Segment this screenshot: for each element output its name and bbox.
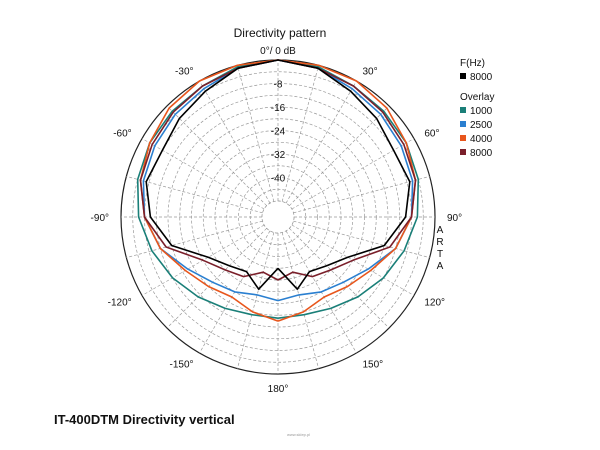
grid-spoke — [166, 105, 267, 206]
angle-label: 0°/ 0 dB — [260, 46, 296, 57]
grid-spoke — [281, 65, 319, 202]
side-label-letter: R — [436, 237, 443, 248]
radial-tick-label: -16 — [271, 103, 286, 114]
angle-label: 60° — [424, 129, 439, 140]
grid-spoke — [199, 80, 271, 204]
figure-caption: IT-400DTM Directivity vertical — [54, 412, 235, 427]
angle-label: -120° — [108, 298, 132, 309]
watermark-text: www.sklep.pl — [287, 432, 311, 437]
radial-tick-label: -8 — [274, 80, 283, 91]
grid-spoke — [291, 138, 415, 210]
legend-item-label: 1000 — [470, 106, 493, 117]
grid-spoke — [126, 220, 263, 258]
angle-labels: 0°/ 0 dB30°60°90°120°150°180°-150°-120°-… — [91, 46, 463, 395]
radial-tick-label: -40 — [271, 174, 286, 185]
grid-spoke — [237, 65, 275, 202]
grid-spoke — [281, 232, 319, 369]
legend-swatch — [460, 121, 466, 127]
polar-grid: -8 -16 -24 -32 -40 — [120, 59, 436, 375]
grid-spoke — [237, 232, 275, 369]
chart-title: Directivity pattern — [234, 26, 327, 40]
grid-ring — [202, 141, 354, 293]
legend-item-label: 4000 — [470, 134, 493, 145]
legend-swatch — [460, 149, 466, 155]
grid-spoke — [289, 105, 390, 206]
legend-overlay-header: Overlay — [460, 92, 494, 103]
series-lines — [136, 59, 420, 322]
side-label-letter: T — [437, 249, 443, 260]
grid-spoke — [293, 220, 430, 258]
grid-ring — [261, 200, 295, 234]
legend-swatch — [460, 73, 466, 79]
angle-label: 90° — [447, 213, 462, 224]
legend-item-label: 8000 — [470, 148, 493, 159]
legend-swatch — [460, 107, 466, 113]
radial-tick-label: -32 — [271, 150, 286, 161]
angle-label: 180° — [268, 384, 289, 395]
angle-label: -60° — [113, 129, 131, 140]
angle-label: -150° — [169, 359, 193, 370]
grid-spoke — [293, 176, 430, 214]
side-label-letter: A — [437, 261, 444, 272]
grid-ring — [132, 71, 424, 363]
side-label-letter: A — [437, 225, 444, 236]
angle-label: -30° — [175, 67, 193, 78]
radial-tick-label: -24 — [271, 127, 286, 138]
legend-item-label: 2500 — [470, 120, 493, 131]
angle-label: -90° — [91, 213, 109, 224]
legend-swatch — [460, 135, 466, 141]
legend-header: F(Hz) — [460, 58, 485, 69]
legend-item-label: 8000 — [470, 72, 493, 83]
grid-spoke — [166, 228, 267, 329]
series-line — [145, 59, 411, 290]
angle-label: 150° — [363, 359, 384, 370]
grid-spoke — [126, 176, 263, 214]
grid-ring — [167, 106, 389, 328]
grid-spoke — [289, 228, 390, 329]
grid-spoke — [141, 138, 265, 210]
grid-ring — [238, 177, 318, 257]
legend: F(Hz) 8000 Overlay 1000 2500 4000 8000 — [460, 58, 494, 159]
grid-spoke — [285, 80, 357, 204]
angle-label: 120° — [424, 298, 445, 309]
angle-label: 30° — [363, 67, 378, 78]
